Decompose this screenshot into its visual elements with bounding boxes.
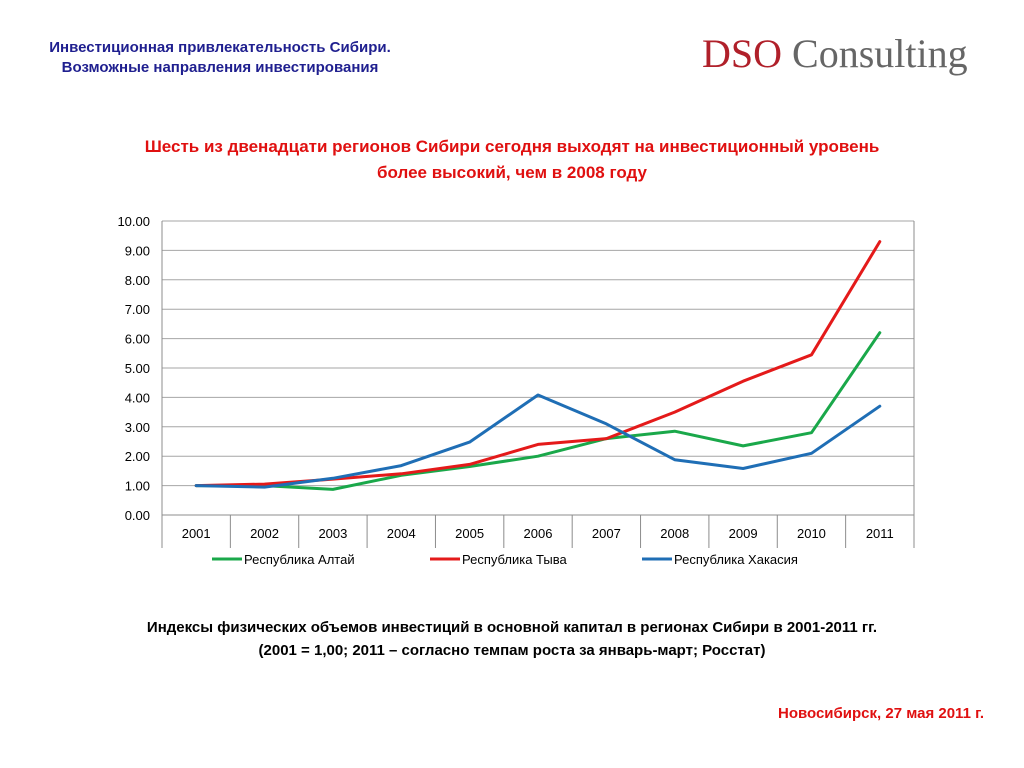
footer-place-date: Новосибирск, 27 мая 2011 г. xyxy=(777,705,984,722)
headline: Шесть из двенадцати регионов Сибири сего… xyxy=(40,134,984,186)
x-tick-label: 2004 xyxy=(387,526,416,541)
y-tick-label: 8.00 xyxy=(125,273,150,288)
x-tick-label: 2009 xyxy=(729,526,758,541)
y-tick-label: 4.00 xyxy=(125,390,150,405)
y-tick-label: 10.00 xyxy=(117,214,150,229)
x-tick-label: 2007 xyxy=(592,526,621,541)
legend-label-3: Республика Хакасия xyxy=(674,552,798,567)
series-line-3 xyxy=(194,393,882,489)
logo-brand: DSO xyxy=(702,31,783,76)
y-tick-label: 1.00 xyxy=(125,479,150,494)
y-tick-label: 2.00 xyxy=(125,449,150,464)
x-tick-label: 2006 xyxy=(524,526,553,541)
x-tick-label: 2010 xyxy=(797,526,826,541)
series-line-1 xyxy=(194,331,882,491)
x-tick-label: 2002 xyxy=(250,526,279,541)
header-title: Инвестиционная привлекательность Сибири.… xyxy=(20,38,420,78)
x-tick-label: 2003 xyxy=(318,526,347,541)
caption-line2: (2001 = 1,00; 2011 – согласно темпам рос… xyxy=(258,642,766,659)
legend-label-1: Республика Алтай xyxy=(244,552,355,567)
legend-label-2: Республика Тыва xyxy=(462,552,568,567)
y-tick-label: 9.00 xyxy=(125,243,150,258)
x-tick-label: 2001 xyxy=(182,526,211,541)
header-title-line1: Инвестиционная привлекательность Сибири. xyxy=(49,39,391,56)
chart-caption: Индексы физических объемов инвестиций в … xyxy=(40,616,984,662)
company-logo: DSO Consulting xyxy=(702,30,1002,80)
series-line-2 xyxy=(194,240,882,488)
y-tick-label: 5.00 xyxy=(125,361,150,376)
y-tick-label: 0.00 xyxy=(125,508,150,523)
y-tick-label: 7.00 xyxy=(125,302,150,317)
x-tick-label: 2005 xyxy=(455,526,484,541)
x-tick-label: 2011 xyxy=(866,526,894,541)
logo-rest: Consulting xyxy=(782,31,968,76)
caption-line1: Индексы физических объемов инвестиций в … xyxy=(146,619,878,636)
headline-line2: более высокий, чем в 2008 году xyxy=(377,163,647,182)
y-tick-label: 6.00 xyxy=(125,332,150,347)
headline-line1: Шесть из двенадцати регионов Сибири сего… xyxy=(144,137,880,156)
y-tick-label: 3.00 xyxy=(125,420,150,435)
header-title-line2: Возможные направления инвестирования xyxy=(61,59,379,76)
x-tick-label: 2008 xyxy=(660,526,689,541)
